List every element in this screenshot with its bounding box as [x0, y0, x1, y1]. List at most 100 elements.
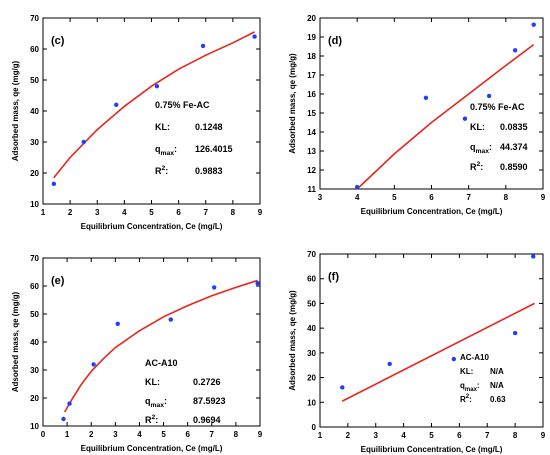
y-tick-label: 40	[30, 107, 39, 116]
data-point	[114, 102, 119, 108]
y-tick-label: 60	[30, 45, 39, 54]
data-point	[387, 361, 392, 367]
annotation-value: 0.9883	[195, 166, 223, 176]
y-tick-label: 60	[307, 275, 316, 284]
y-tick-label: 30	[307, 349, 316, 358]
data-point	[252, 34, 257, 39]
plot-frame	[319, 253, 544, 428]
data-point	[354, 184, 360, 190]
x-tick-label: 8	[234, 430, 239, 439]
annotation-label: qmax:	[460, 381, 480, 393]
data-point	[512, 48, 518, 53]
x-tick-label: 6	[176, 208, 181, 217]
x-tick-label: 2	[68, 208, 73, 217]
annotation-label: qmax:	[155, 144, 177, 157]
x-tick-label: 1	[318, 431, 323, 440]
x-axis-label: Equilibrium Concentration, Ce (mg/L)	[361, 207, 503, 216]
annotation-value: 0.0835	[500, 122, 528, 132]
x-tick-label: 5	[392, 193, 397, 202]
x-tick-label: 9	[541, 193, 546, 202]
data-point	[423, 95, 429, 101]
fit-curve	[356, 43, 535, 190]
x-tick-label: 7	[466, 193, 471, 202]
y-tick-label: 20	[30, 169, 39, 178]
y-tick-label: 17	[307, 71, 316, 80]
data-point	[255, 281, 260, 286]
y-tick-label: 15	[307, 109, 316, 118]
y-tick-label: 20	[307, 14, 316, 23]
panel-label: (f)	[328, 271, 339, 283]
x-tick-label: 3	[318, 193, 323, 202]
annotation-value: 0.8590	[500, 162, 528, 172]
y-tick-label: 12	[307, 166, 316, 175]
y-tick-label: 20	[307, 374, 316, 383]
annotation-label: KL:	[155, 122, 170, 132]
y-tick-label: 18	[307, 52, 316, 61]
y-tick-label: 50	[30, 310, 39, 319]
panel-label: (d)	[328, 35, 342, 47]
data-point	[67, 401, 72, 406]
y-tick-label: 0	[312, 423, 317, 432]
chart-panel-0: 1 2 3 4 5 6 7 8 9 10 20 30 40 50 60 70 Equilibrium Conce…	[11, 14, 263, 231]
data-point	[91, 362, 96, 367]
y-tick-label: 50	[30, 76, 39, 85]
x-tick-label: 1	[41, 208, 46, 217]
y-tick-label: 70	[307, 250, 316, 259]
annotation-label: KL:	[145, 377, 160, 387]
x-tick-label: 3	[113, 430, 118, 439]
y-tick-label: 40	[30, 338, 39, 347]
annotation-value: 0.2726	[193, 377, 221, 387]
annotation-value: 126.4015	[195, 144, 233, 154]
y-tick-label: 14	[307, 128, 316, 137]
x-tick-label: 0	[41, 430, 46, 439]
data-point	[486, 93, 492, 99]
data-point	[51, 181, 57, 187]
panel-label: (e)	[51, 275, 65, 287]
x-tick-label: 7	[485, 431, 490, 440]
x-tick-label: 8	[504, 193, 509, 202]
data-point	[462, 116, 468, 121]
y-tick-label: 70	[30, 14, 39, 23]
annotation-label: KL:	[470, 122, 485, 132]
annotation-value: 0.63	[490, 395, 506, 404]
y-tick-label: 10	[30, 422, 39, 431]
fit-curve	[53, 31, 255, 179]
x-tick-label: 4	[401, 431, 406, 440]
x-axis-label: Equilibrium Concentration, Ce (mg/L)	[81, 222, 223, 231]
y-tick-label: 40	[307, 324, 316, 333]
x-tick-label: 3	[95, 208, 100, 217]
chart-panel-2: 0 1 2 3 4 5 6 7 8 9 10 20 30 40 50 60 70 Equilibrium Conc…	[11, 254, 263, 453]
y-tick-label: 19	[307, 33, 316, 42]
annotation-value: 0.1248	[195, 122, 223, 132]
y-tick-label: 70	[30, 254, 39, 263]
annotation-header: AC-A10	[460, 353, 489, 362]
data-point	[340, 385, 345, 390]
data-point	[211, 285, 217, 290]
data-point	[531, 254, 536, 259]
y-tick-label: 11	[308, 185, 317, 194]
x-tick-label: 5	[429, 431, 434, 440]
y-axis-label: Adsorbed mass, qe (mg/g)	[11, 60, 20, 161]
data-point	[451, 356, 456, 362]
data-point	[168, 317, 173, 322]
x-tick-label: 2	[346, 431, 351, 440]
data-point	[154, 84, 160, 89]
y-axis-label: Adsorbed mass, qe (mg/g)	[288, 290, 297, 391]
annotation-header: AC-A10	[145, 358, 178, 368]
y-tick-label: 50	[307, 299, 316, 308]
annotation-header: 0.75% Fe-AC	[470, 102, 525, 112]
annotation-label: R2:	[145, 414, 158, 425]
chart-panel-1: 3 4 5 6 7 8 9 11 12 13 14 15 16 17 18 19 20 Equilibrium C…	[288, 14, 546, 216]
chart-panel-3: 1 2 3 4 5 6 7 8 9 0 10 20 30 40 50 60 70 Equilibrium Conc…	[288, 250, 546, 454]
data-point	[81, 139, 86, 145]
y-tick-label: 60	[30, 282, 39, 291]
x-tick-label: 9	[541, 431, 546, 440]
x-tick-label: 1	[65, 430, 70, 439]
annotation-value: 44.374	[500, 142, 528, 152]
x-tick-label: 6	[185, 430, 190, 439]
fit-curve	[341, 302, 535, 402]
annotation-label: R2:	[460, 394, 472, 404]
annotation-value: N/A	[490, 367, 504, 376]
y-tick-label: 10	[30, 200, 39, 209]
data-point	[61, 416, 66, 422]
